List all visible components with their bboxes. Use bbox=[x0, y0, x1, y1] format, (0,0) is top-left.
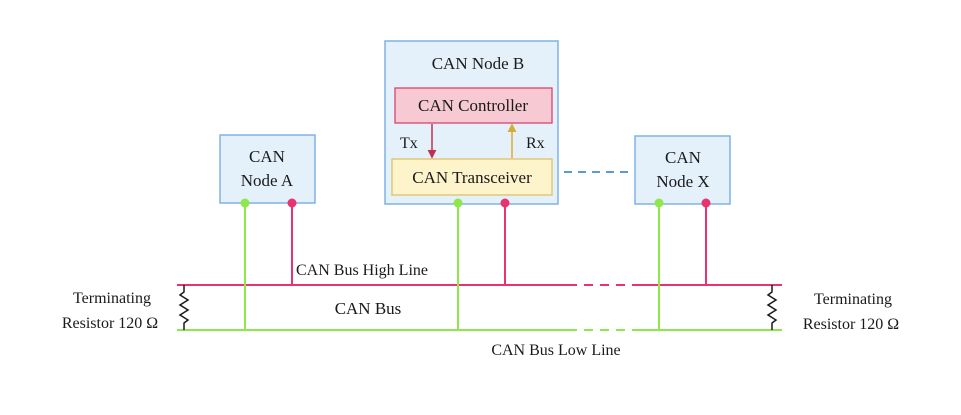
node-x-label-line1: CAN bbox=[665, 148, 701, 167]
terminator-right-line2: Resistor 120 Ω bbox=[803, 316, 899, 333]
resistor-left bbox=[178, 285, 190, 330]
node-b: CAN Node B CAN Controller CAN Transceive… bbox=[384, 40, 559, 205]
node-x-low-pin bbox=[654, 198, 664, 208]
node-a-drops bbox=[240, 198, 297, 330]
can-controller-box bbox=[394, 87, 553, 124]
node-x-drops bbox=[654, 198, 711, 330]
resistor-right-icon bbox=[766, 285, 778, 330]
can-transceiver-label: CAN Transceiver bbox=[412, 168, 532, 187]
terminator-right-line1: Terminating bbox=[814, 291, 892, 308]
node-x-high-pin bbox=[701, 198, 711, 208]
terminator-left-line1: Terminating bbox=[73, 290, 151, 307]
resistor-left-icon bbox=[178, 285, 190, 330]
bus-name-label: CAN Bus bbox=[335, 299, 402, 318]
can-transceiver-box bbox=[391, 158, 553, 196]
can-controller-label: CAN Controller bbox=[418, 96, 528, 115]
node-a-low-pin bbox=[240, 198, 250, 208]
node-a-label-line2: Node A bbox=[241, 171, 294, 190]
bus-high-line-label: CAN Bus High Line bbox=[296, 262, 428, 279]
node-a-high-pin bbox=[287, 198, 297, 208]
node-b-high-pin bbox=[500, 198, 510, 208]
bus-low-line-label: CAN Bus Low Line bbox=[491, 342, 620, 359]
resistor-right bbox=[766, 285, 778, 330]
terminator-left-line2: Resistor 120 Ω bbox=[62, 315, 158, 332]
node-a-label-line1: CAN bbox=[249, 147, 285, 166]
tx-label: Tx bbox=[400, 135, 418, 152]
node-x-label-line2: Node X bbox=[656, 172, 709, 191]
node-b-low-pin bbox=[453, 198, 463, 208]
rx-label: Rx bbox=[526, 135, 545, 152]
node-b-drops bbox=[453, 198, 510, 330]
node-a: CAN Node A bbox=[219, 134, 316, 204]
node-a-box bbox=[219, 134, 316, 204]
node-x: CAN Node X bbox=[634, 135, 731, 205]
node-b-title: CAN Node B bbox=[432, 54, 525, 73]
node-x-box bbox=[634, 135, 731, 205]
